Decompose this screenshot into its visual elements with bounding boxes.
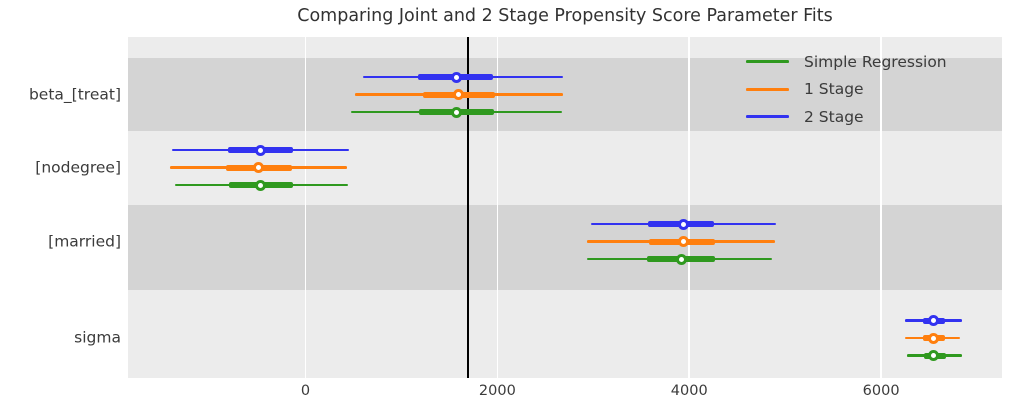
median-marker — [255, 144, 267, 156]
gridline-2000 — [496, 37, 499, 378]
row-band-1 — [128, 204, 1002, 290]
median-marker — [451, 106, 463, 118]
median-marker — [677, 218, 689, 230]
legend-label: Simple Regression — [804, 52, 947, 71]
x-tick-label: 4000 — [670, 383, 708, 399]
gridline-4000 — [688, 37, 691, 378]
legend-item: 1 Stage — [746, 76, 864, 104]
median-marker — [927, 332, 939, 344]
median-marker — [255, 179, 267, 191]
median-marker — [927, 350, 939, 361]
gridline-6000 — [880, 37, 882, 378]
gridline-0 — [304, 37, 307, 378]
plot-area — [128, 37, 1002, 378]
reference-line — [466, 37, 469, 378]
legend-item: Simple Regression — [746, 48, 947, 76]
y-tick-label: sigma — [74, 328, 121, 347]
legend-label: 1 Stage — [804, 80, 864, 99]
legend: Simple Regression 1 Stage 2 Stage — [746, 48, 1004, 132]
x-tick-label: 0 — [300, 383, 311, 399]
x-tick-label: 6000 — [862, 383, 900, 399]
row-band-0 — [128, 58, 1002, 131]
chart-title: Comparing Joint and 2 Stage Propensity S… — [297, 6, 833, 26]
median-marker — [927, 315, 939, 326]
median-marker — [253, 162, 265, 173]
legend-line-swatch — [746, 115, 789, 119]
y-tick-label: [nodegree] — [35, 158, 121, 177]
median-marker — [675, 253, 687, 265]
legend-line-swatch — [746, 87, 789, 91]
median-marker — [451, 71, 463, 83]
x-tick-label: 2000 — [478, 383, 516, 399]
legend-label: 2 Stage — [804, 107, 864, 126]
y-tick-label: [married] — [48, 232, 121, 251]
legend-item: 2 Stage — [746, 103, 864, 131]
median-marker — [678, 236, 690, 247]
y-tick-label: beta_[treat] — [28, 85, 121, 104]
median-marker — [453, 89, 465, 100]
legend-line-swatch — [746, 60, 789, 64]
